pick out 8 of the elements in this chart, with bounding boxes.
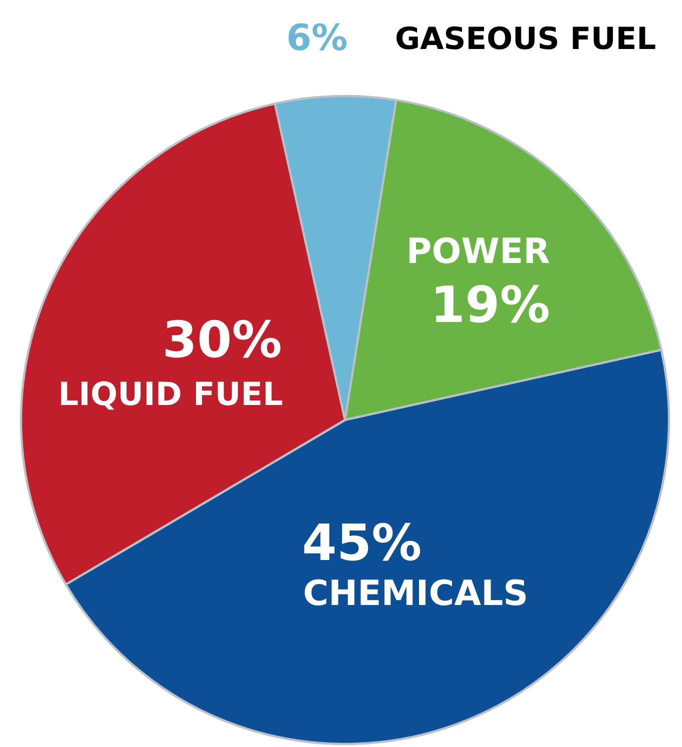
slice-label: LIQUID FUEL [61, 381, 282, 410]
slice-label: CHEMICALS [304, 579, 526, 606]
slice-label: POWER [409, 237, 550, 264]
data-label: 45% [304, 522, 420, 561]
data-label: 6% [288, 23, 347, 51]
slice-label: GASEOUS FUEL [396, 26, 656, 50]
data-label: 19% [436, 284, 548, 323]
data-label: 30% [166, 320, 280, 358]
